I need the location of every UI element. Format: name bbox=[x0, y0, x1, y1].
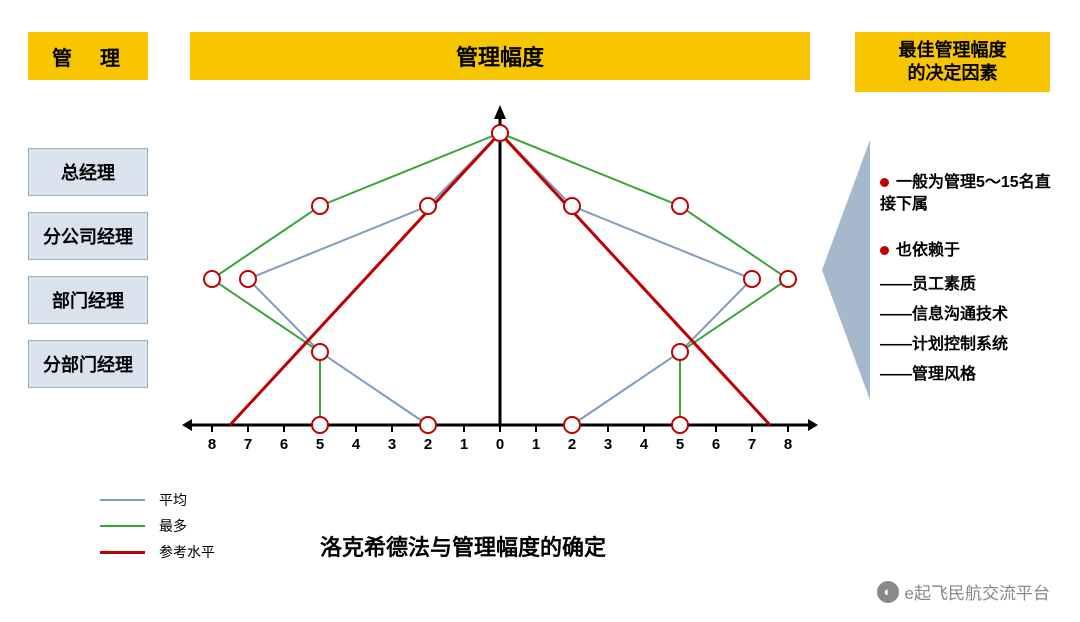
wechat-icon: ◐ bbox=[877, 581, 899, 603]
svg-text:5: 5 bbox=[676, 436, 684, 453]
chart-caption: 洛克希德法与管理幅度的确定 bbox=[320, 530, 606, 562]
svg-text:7: 7 bbox=[748, 436, 756, 453]
legend-item-0: 平均 bbox=[100, 490, 187, 510]
note-dash-0: ——员工素质 bbox=[880, 270, 976, 294]
legend-swatch bbox=[100, 525, 145, 527]
svg-text:2: 2 bbox=[424, 436, 432, 453]
svg-text:2: 2 bbox=[568, 436, 576, 453]
svg-text:3: 3 bbox=[388, 436, 396, 453]
note-dash-3: ——管理风格 bbox=[880, 360, 976, 384]
svg-text:6: 6 bbox=[712, 436, 720, 453]
svg-text:4: 4 bbox=[352, 436, 361, 453]
note-dash-2: ——计划控制系统 bbox=[880, 330, 1008, 354]
svg-text:8: 8 bbox=[208, 436, 216, 453]
legend-swatch bbox=[100, 499, 145, 501]
legend-label: 参考水平 bbox=[159, 542, 215, 562]
svg-text:8: 8 bbox=[784, 436, 792, 453]
pointer-triangle bbox=[822, 140, 870, 400]
svg-text:0: 0 bbox=[496, 436, 504, 453]
note-dash-1: ——信息沟通技术 bbox=[880, 300, 1008, 324]
legend-swatch bbox=[100, 551, 145, 554]
svg-text:7: 7 bbox=[244, 436, 252, 453]
svg-text:1: 1 bbox=[460, 436, 468, 453]
svg-text:5: 5 bbox=[316, 436, 324, 453]
legend-item-1: 最多 bbox=[100, 516, 187, 536]
note-item-2: 也依赖于 bbox=[880, 240, 960, 262]
svg-text:1: 1 bbox=[532, 436, 540, 453]
legend-label: 最多 bbox=[159, 516, 187, 536]
legend-item-2: 参考水平 bbox=[100, 542, 215, 562]
note-item-1: 一般为管理5～15名直接下属 bbox=[880, 172, 1060, 215]
legend-label: 平均 bbox=[159, 490, 187, 510]
watermark: ◐ e起飞民航交流平台 bbox=[877, 579, 1050, 604]
svg-text:4: 4 bbox=[640, 436, 649, 453]
svg-text:3: 3 bbox=[604, 436, 612, 453]
bullet-icon bbox=[880, 246, 889, 255]
bullet-icon bbox=[880, 178, 889, 187]
svg-text:6: 6 bbox=[280, 436, 288, 453]
